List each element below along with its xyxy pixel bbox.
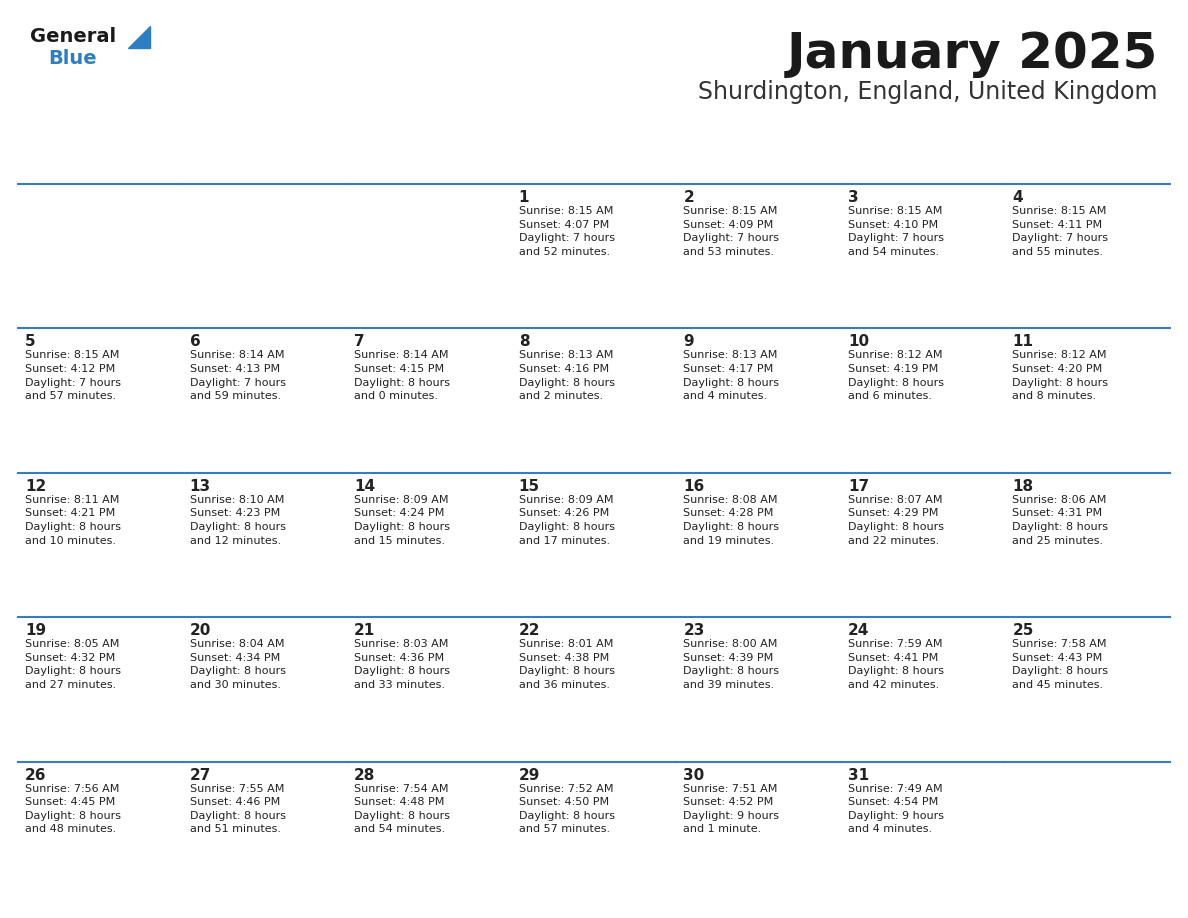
- Text: Sunrise: 8:09 AM
Sunset: 4:26 PM
Daylight: 8 hours
and 17 minutes.: Sunrise: 8:09 AM Sunset: 4:26 PM Dayligh…: [519, 495, 614, 545]
- Text: Sunrise: 8:15 AM
Sunset: 4:11 PM
Daylight: 7 hours
and 55 minutes.: Sunrise: 8:15 AM Sunset: 4:11 PM Dayligh…: [1012, 206, 1108, 257]
- Text: Sunrise: 7:55 AM
Sunset: 4:46 PM
Daylight: 8 hours
and 51 minutes.: Sunrise: 7:55 AM Sunset: 4:46 PM Dayligh…: [190, 784, 285, 834]
- Text: Tuesday: Tuesday: [359, 159, 425, 174]
- Text: Sunrise: 8:13 AM
Sunset: 4:16 PM
Daylight: 8 hours
and 2 minutes.: Sunrise: 8:13 AM Sunset: 4:16 PM Dayligh…: [519, 351, 614, 401]
- Text: Sunrise: 8:04 AM
Sunset: 4:34 PM
Daylight: 8 hours
and 30 minutes.: Sunrise: 8:04 AM Sunset: 4:34 PM Dayligh…: [190, 639, 285, 690]
- Text: 20: 20: [190, 623, 211, 638]
- Text: 24: 24: [848, 623, 870, 638]
- Text: General: General: [30, 27, 116, 46]
- Text: 17: 17: [848, 479, 868, 494]
- Text: Sunrise: 8:10 AM
Sunset: 4:23 PM
Daylight: 8 hours
and 12 minutes.: Sunrise: 8:10 AM Sunset: 4:23 PM Dayligh…: [190, 495, 285, 545]
- Text: Saturday: Saturday: [1017, 159, 1092, 174]
- Text: Sunrise: 7:52 AM
Sunset: 4:50 PM
Daylight: 8 hours
and 57 minutes.: Sunrise: 7:52 AM Sunset: 4:50 PM Dayligh…: [519, 784, 614, 834]
- Text: Sunrise: 7:51 AM
Sunset: 4:52 PM
Daylight: 9 hours
and 1 minute.: Sunrise: 7:51 AM Sunset: 4:52 PM Dayligh…: [683, 784, 779, 834]
- Text: Sunrise: 8:00 AM
Sunset: 4:39 PM
Daylight: 8 hours
and 39 minutes.: Sunrise: 8:00 AM Sunset: 4:39 PM Dayligh…: [683, 639, 779, 690]
- Text: Monday: Monday: [194, 159, 259, 174]
- Text: 21: 21: [354, 623, 375, 638]
- Text: 23: 23: [683, 623, 704, 638]
- Text: 28: 28: [354, 767, 375, 783]
- Text: 27: 27: [190, 767, 211, 783]
- Text: 10: 10: [848, 334, 868, 350]
- Text: Sunrise: 7:59 AM
Sunset: 4:41 PM
Daylight: 8 hours
and 42 minutes.: Sunrise: 7:59 AM Sunset: 4:41 PM Dayligh…: [848, 639, 943, 690]
- Text: Sunrise: 8:13 AM
Sunset: 4:17 PM
Daylight: 8 hours
and 4 minutes.: Sunrise: 8:13 AM Sunset: 4:17 PM Dayligh…: [683, 351, 779, 401]
- Text: Thursday: Thursday: [688, 159, 764, 174]
- Text: Sunrise: 8:14 AM
Sunset: 4:13 PM
Daylight: 7 hours
and 59 minutes.: Sunrise: 8:14 AM Sunset: 4:13 PM Dayligh…: [190, 351, 285, 401]
- Text: 2: 2: [683, 190, 694, 205]
- Text: 11: 11: [1012, 334, 1034, 350]
- Text: 4: 4: [1012, 190, 1023, 205]
- Text: 7: 7: [354, 334, 365, 350]
- Polygon shape: [128, 26, 150, 48]
- Text: Sunrise: 8:12 AM
Sunset: 4:20 PM
Daylight: 8 hours
and 8 minutes.: Sunrise: 8:12 AM Sunset: 4:20 PM Dayligh…: [1012, 351, 1108, 401]
- Text: Sunrise: 7:58 AM
Sunset: 4:43 PM
Daylight: 8 hours
and 45 minutes.: Sunrise: 7:58 AM Sunset: 4:43 PM Dayligh…: [1012, 639, 1108, 690]
- Text: Shurdington, England, United Kingdom: Shurdington, England, United Kingdom: [699, 80, 1158, 104]
- Text: Sunrise: 8:07 AM
Sunset: 4:29 PM
Daylight: 8 hours
and 22 minutes.: Sunrise: 8:07 AM Sunset: 4:29 PM Dayligh…: [848, 495, 943, 545]
- Text: Blue: Blue: [48, 49, 96, 68]
- Text: 26: 26: [25, 767, 46, 783]
- Text: Sunrise: 8:15 AM
Sunset: 4:12 PM
Daylight: 7 hours
and 57 minutes.: Sunrise: 8:15 AM Sunset: 4:12 PM Dayligh…: [25, 351, 121, 401]
- Text: Wednesday: Wednesday: [523, 159, 618, 174]
- Text: 15: 15: [519, 479, 539, 494]
- Text: 22: 22: [519, 623, 541, 638]
- Text: 30: 30: [683, 767, 704, 783]
- Text: 29: 29: [519, 767, 541, 783]
- Text: 12: 12: [25, 479, 46, 494]
- Text: Sunrise: 8:12 AM
Sunset: 4:19 PM
Daylight: 8 hours
and 6 minutes.: Sunrise: 8:12 AM Sunset: 4:19 PM Dayligh…: [848, 351, 943, 401]
- Text: Sunrise: 8:11 AM
Sunset: 4:21 PM
Daylight: 8 hours
and 10 minutes.: Sunrise: 8:11 AM Sunset: 4:21 PM Dayligh…: [25, 495, 121, 545]
- Text: Sunrise: 7:56 AM
Sunset: 4:45 PM
Daylight: 8 hours
and 48 minutes.: Sunrise: 7:56 AM Sunset: 4:45 PM Dayligh…: [25, 784, 121, 834]
- Text: Sunrise: 8:15 AM
Sunset: 4:07 PM
Daylight: 7 hours
and 52 minutes.: Sunrise: 8:15 AM Sunset: 4:07 PM Dayligh…: [519, 206, 614, 257]
- Text: 25: 25: [1012, 623, 1034, 638]
- Text: 31: 31: [848, 767, 868, 783]
- Text: 18: 18: [1012, 479, 1034, 494]
- Text: Sunrise: 7:54 AM
Sunset: 4:48 PM
Daylight: 8 hours
and 54 minutes.: Sunrise: 7:54 AM Sunset: 4:48 PM Dayligh…: [354, 784, 450, 834]
- Text: Sunrise: 8:06 AM
Sunset: 4:31 PM
Daylight: 8 hours
and 25 minutes.: Sunrise: 8:06 AM Sunset: 4:31 PM Dayligh…: [1012, 495, 1108, 545]
- Text: January 2025: January 2025: [786, 30, 1158, 78]
- Text: Sunrise: 8:15 AM
Sunset: 4:10 PM
Daylight: 7 hours
and 54 minutes.: Sunrise: 8:15 AM Sunset: 4:10 PM Dayligh…: [848, 206, 943, 257]
- Text: Sunday: Sunday: [30, 159, 90, 174]
- Text: 13: 13: [190, 479, 210, 494]
- Text: Sunrise: 8:08 AM
Sunset: 4:28 PM
Daylight: 8 hours
and 19 minutes.: Sunrise: 8:08 AM Sunset: 4:28 PM Dayligh…: [683, 495, 779, 545]
- Text: 8: 8: [519, 334, 530, 350]
- Text: Sunrise: 7:49 AM
Sunset: 4:54 PM
Daylight: 9 hours
and 4 minutes.: Sunrise: 7:49 AM Sunset: 4:54 PM Dayligh…: [848, 784, 943, 834]
- Text: Friday: Friday: [852, 159, 903, 174]
- Text: Sunrise: 8:05 AM
Sunset: 4:32 PM
Daylight: 8 hours
and 27 minutes.: Sunrise: 8:05 AM Sunset: 4:32 PM Dayligh…: [25, 639, 121, 690]
- Text: 14: 14: [354, 479, 375, 494]
- Text: Sunrise: 8:09 AM
Sunset: 4:24 PM
Daylight: 8 hours
and 15 minutes.: Sunrise: 8:09 AM Sunset: 4:24 PM Dayligh…: [354, 495, 450, 545]
- Text: 3: 3: [848, 190, 859, 205]
- Text: Sunrise: 8:01 AM
Sunset: 4:38 PM
Daylight: 8 hours
and 36 minutes.: Sunrise: 8:01 AM Sunset: 4:38 PM Dayligh…: [519, 639, 614, 690]
- Text: 19: 19: [25, 623, 46, 638]
- Text: 5: 5: [25, 334, 36, 350]
- Text: Sunrise: 8:14 AM
Sunset: 4:15 PM
Daylight: 8 hours
and 0 minutes.: Sunrise: 8:14 AM Sunset: 4:15 PM Dayligh…: [354, 351, 450, 401]
- Text: Sunrise: 8:15 AM
Sunset: 4:09 PM
Daylight: 7 hours
and 53 minutes.: Sunrise: 8:15 AM Sunset: 4:09 PM Dayligh…: [683, 206, 779, 257]
- Text: 16: 16: [683, 479, 704, 494]
- Text: 9: 9: [683, 334, 694, 350]
- Text: 6: 6: [190, 334, 201, 350]
- Text: Sunrise: 8:03 AM
Sunset: 4:36 PM
Daylight: 8 hours
and 33 minutes.: Sunrise: 8:03 AM Sunset: 4:36 PM Dayligh…: [354, 639, 450, 690]
- Text: 1: 1: [519, 190, 529, 205]
